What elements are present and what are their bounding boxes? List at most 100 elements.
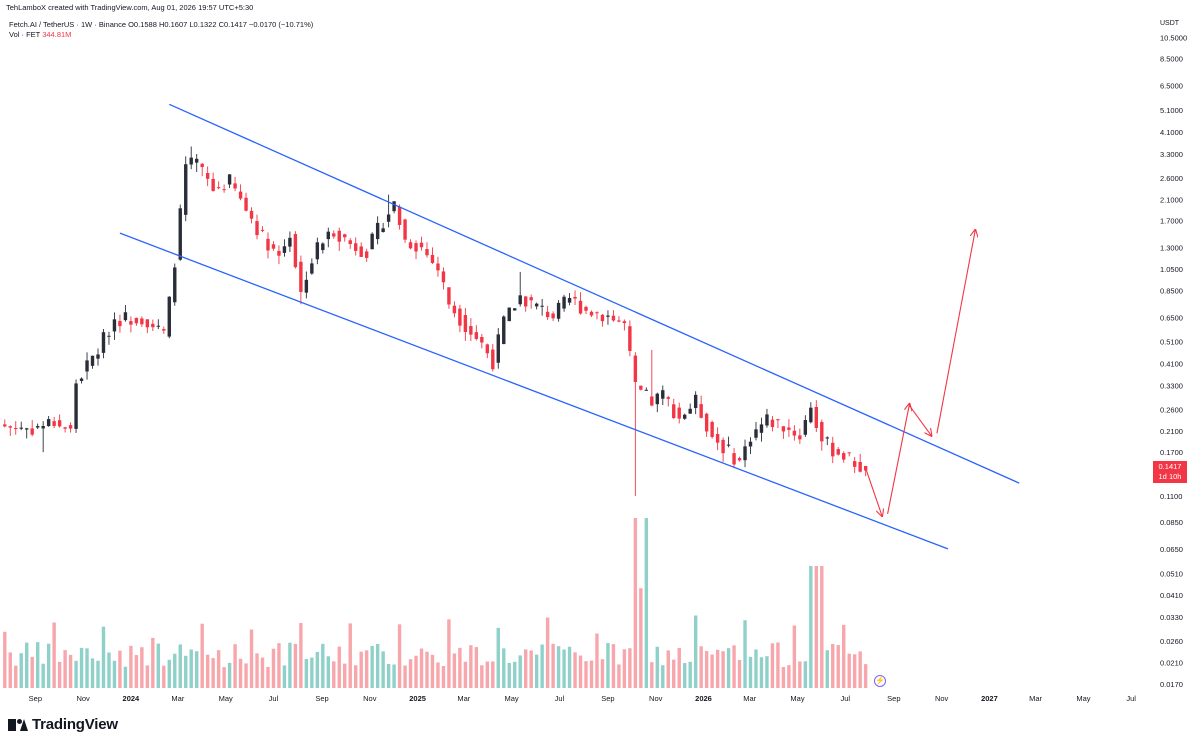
candle [140,316,144,328]
candle-body [491,349,495,370]
candle-body [622,321,627,324]
candle [375,216,380,245]
volume-value: 344.81M [42,30,72,39]
lightning-icon[interactable]: ⚡ [874,675,886,687]
candle-body [173,267,177,303]
candle [57,414,62,428]
candle-body [688,408,692,414]
time-tick-label: Nov [649,694,663,703]
candle-body [639,385,643,390]
candle-body [513,308,517,311]
candle [364,248,369,262]
candle-body [600,314,605,322]
candle [216,181,221,190]
price-tick-label: 1.0500 [1160,265,1183,274]
candle [551,311,555,322]
time-tick-label: Sep [601,694,614,703]
candle-body [293,234,298,268]
volume-bar [650,662,654,688]
volume-bar [3,631,7,688]
volume-bar [430,654,435,688]
candle-body [545,311,550,318]
candle [178,204,182,261]
candle [19,421,23,431]
volume-bar [633,518,638,688]
projection-arrow [865,467,882,516]
price-tick-label: 0.6500 [1160,313,1183,322]
candle [852,456,857,473]
volume-bar [458,647,462,688]
volume-bar [688,661,692,688]
candle-body [650,396,654,406]
price-tick-label: 0.5100 [1160,338,1183,347]
candle [337,227,341,251]
volume-bar [200,623,204,688]
time-tick-label: 2025 [409,694,426,703]
candle [721,437,725,462]
candle [112,312,117,340]
volume-bar [672,659,676,688]
candle-body [200,163,204,168]
symbol-name[interactable]: Fetch.AI / TetherUS · 1W · Binance [9,20,126,29]
volume-bar [754,649,758,688]
candle [502,315,506,345]
candle [403,218,407,243]
price-tick-label: 6.5000 [1160,82,1183,91]
candle [858,453,862,473]
candle [227,174,232,189]
candle [732,447,736,469]
candle [173,263,177,306]
candle-body [715,434,720,443]
candle [386,194,391,228]
volume-bar [63,650,67,688]
candle [194,153,199,173]
candle-body [162,329,166,331]
candle-body [436,263,440,271]
volume-bar [107,652,111,688]
candle [68,422,73,433]
volume-label[interactable]: Vol · FET [9,30,41,39]
candle-body [134,317,139,324]
volume-bar [381,651,385,688]
volume-bar [293,643,298,688]
candle-body [770,419,775,428]
volume-bar [304,659,309,688]
candle-body [419,242,424,248]
candle [425,242,429,258]
candle-body [96,354,100,359]
candle-body [765,414,769,426]
volume-bar [513,661,517,688]
volume-bar [19,653,23,688]
volume-bar [85,648,89,688]
candle [205,166,210,187]
volume-bar [485,661,490,688]
candle [529,294,533,309]
volume-bar [178,644,182,688]
candle [710,420,714,439]
candle [507,307,511,322]
candle-body [354,243,358,251]
candle [348,238,352,249]
time-tick-label: Mar [743,694,756,703]
volume-bar [375,644,380,688]
volume-bar [644,518,649,688]
candle [436,256,440,277]
candle-body [814,407,819,428]
candle [584,305,588,315]
tradingview-logo[interactable]: TradingView [8,716,118,733]
candle-body [129,321,133,325]
volume-bar [321,643,325,688]
candle-body [304,279,309,293]
time-tick-label: Mar [1029,694,1042,703]
candle-body [737,458,742,461]
candle-body [392,201,396,212]
candle-body [244,197,248,211]
volume-bar [491,661,495,688]
candle-body [408,242,413,249]
candle [233,176,237,192]
candle-body [397,206,402,225]
time-tick-label: Sep [315,694,328,703]
candle-body [666,397,670,399]
volume-bar [726,648,731,688]
